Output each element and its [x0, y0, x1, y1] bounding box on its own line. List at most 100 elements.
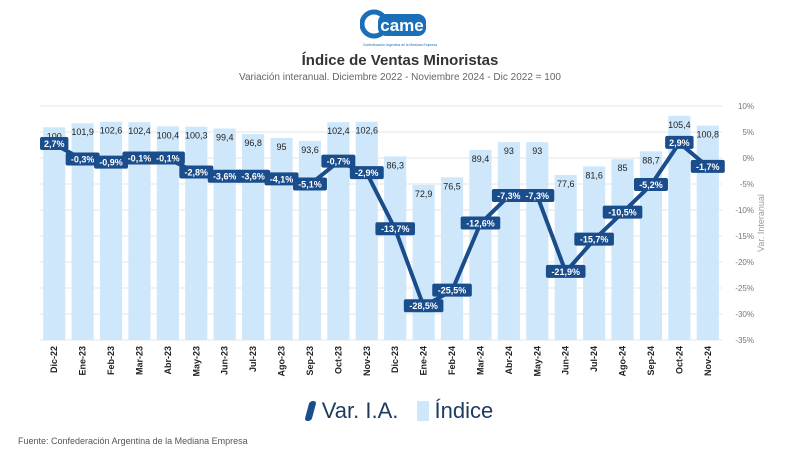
bar-label: 86,3 — [386, 160, 404, 170]
line-point-marker — [40, 136, 69, 150]
x-tick-label: Abr-23 — [163, 346, 173, 375]
legend-line-swatch — [304, 401, 317, 421]
bar — [554, 174, 577, 340]
line-point-label: -0,1% — [150, 151, 185, 165]
x-tick-label: Dic-22 — [49, 346, 59, 373]
line-point-label: -5,1% — [292, 177, 327, 191]
line-point-marker — [690, 159, 725, 173]
bar — [298, 140, 322, 340]
bar — [71, 123, 94, 340]
line-point-marker — [292, 177, 327, 191]
bar-label: 95 — [277, 142, 287, 152]
line-label-text: -10,5% — [608, 208, 637, 218]
line-point-label: -5,2% — [633, 178, 668, 192]
y-tick-label: 10% — [738, 102, 754, 111]
bar-label: 85 — [618, 163, 628, 173]
x-tick-label: Nov-24 — [703, 346, 713, 376]
y-tick-label: -5% — [740, 180, 754, 189]
x-tick-label: Jun-24 — [561, 346, 571, 375]
line-point-label: -2,9% — [349, 166, 384, 180]
line-point-label: -13,7% — [375, 222, 416, 236]
bar — [583, 166, 606, 340]
line-label-text: 2,7% — [44, 139, 65, 149]
logo-text: came — [380, 16, 423, 35]
line-label-text: -4,1% — [270, 174, 294, 184]
line-label-text: -0,1% — [128, 154, 152, 164]
x-tick-label: Feb-24 — [447, 346, 457, 375]
legend-item-indice: Índice — [416, 398, 493, 424]
bar-label: 93,6 — [301, 145, 319, 155]
line-label-text: -25,5% — [438, 286, 467, 296]
chart-area: 100 101,9 102,6 102,4 100,4 100,3 99,4 96,8 95 93… — [40, 102, 766, 377]
x-tick-label: May-23 — [191, 346, 201, 377]
x-tick-label: Feb-23 — [106, 346, 116, 375]
bar-label: 100,8 — [697, 130, 720, 140]
line-point-label: -1,7% — [690, 159, 725, 173]
x-tick-label: May-24 — [532, 346, 542, 377]
x-axis: Dic-22 Ene-23 Feb-23 Mar-23 Abr-23 May-23 Jun-… — [49, 346, 713, 377]
line-point-label: -3,6% — [236, 169, 271, 183]
line-point-label: 2,7% — [40, 136, 69, 150]
line-label-text: -5,1% — [298, 180, 322, 190]
line-point-marker — [236, 169, 271, 183]
line-labels: 2,7%-0,3% -0,9% -0,1% -0,1%-2,8% -3,6% -3,6% -… — [40, 135, 725, 313]
bar-label: 89,4 — [472, 154, 490, 164]
bar — [355, 121, 378, 340]
bar — [128, 122, 151, 341]
y-tick-label: 0% — [742, 154, 754, 163]
line-point-marker — [574, 232, 614, 246]
line-label-text: -7,3% — [497, 191, 521, 201]
bar — [497, 142, 520, 340]
bar-label: 101,9 — [71, 127, 94, 137]
line-point-label: -7,3% — [491, 188, 526, 202]
bar — [270, 137, 293, 340]
y-tick-label: -35% — [735, 336, 754, 345]
line-label-text: -15,7% — [580, 235, 609, 245]
bar-label: 81,6 — [585, 170, 603, 180]
right-axis: 10% 5% 0% -5% -10% -15% -20% -25% -30% -35% Var. I… — [735, 102, 766, 345]
legend-label-var: Var. I.A. — [321, 398, 399, 423]
bar — [384, 156, 407, 340]
line-point-label: -10,5% — [602, 205, 643, 219]
bar-label: 102,4 — [327, 126, 350, 136]
line-point-label: -3,6% — [207, 169, 242, 183]
line-point-label: -12,6% — [460, 216, 501, 230]
x-tick-label: Ago-24 — [618, 346, 628, 377]
source-note: Fuente: Confederación Argentina de la Me… — [18, 436, 248, 446]
bar — [611, 159, 634, 340]
bars — [43, 115, 719, 341]
x-tick-label: Mar-24 — [475, 346, 485, 375]
line-point-marker — [375, 222, 416, 236]
line-point-marker — [349, 166, 384, 180]
bar-label: 93 — [504, 146, 514, 156]
bar-label: 100,3 — [185, 131, 208, 141]
x-tick-label: Ene-24 — [419, 346, 429, 376]
line-point-marker — [665, 135, 694, 149]
y-tick-label: -15% — [735, 232, 754, 241]
line-point-label: -0,7% — [321, 154, 356, 168]
line-point-marker — [432, 283, 472, 297]
y-axis-label: Var. Interanual — [756, 194, 766, 252]
bar-label: 72,9 — [415, 189, 433, 199]
line-label-text: -3,6% — [241, 172, 265, 182]
line-point-label: -7,3% — [520, 188, 555, 202]
chart-subtitle: Variación interanual. Diciembre 2022 - N… — [239, 72, 561, 83]
line-point-marker — [65, 152, 100, 166]
line-point-label: -25,5% — [432, 283, 472, 297]
came-logo: came Confederación Argentina de la Media… — [360, 9, 437, 47]
x-tick-label: Oct-23 — [333, 346, 343, 374]
bar — [43, 127, 66, 340]
line-point-label: 2,9% — [665, 135, 694, 149]
line-label-text: -0,9% — [99, 158, 123, 168]
line-label-text: -13,7% — [381, 224, 410, 234]
x-tick-label: Abr-24 — [504, 346, 514, 375]
bar — [327, 122, 350, 341]
line-label-text: -2,8% — [185, 168, 209, 178]
line-point-label: -2,8% — [179, 165, 214, 179]
x-tick-label: Sep-23 — [305, 346, 315, 376]
line-point-marker — [122, 151, 157, 165]
bar — [469, 149, 492, 340]
line-point-marker — [545, 264, 586, 278]
bar-label: 96,8 — [244, 138, 262, 148]
bar-label: 99,4 — [216, 133, 234, 143]
